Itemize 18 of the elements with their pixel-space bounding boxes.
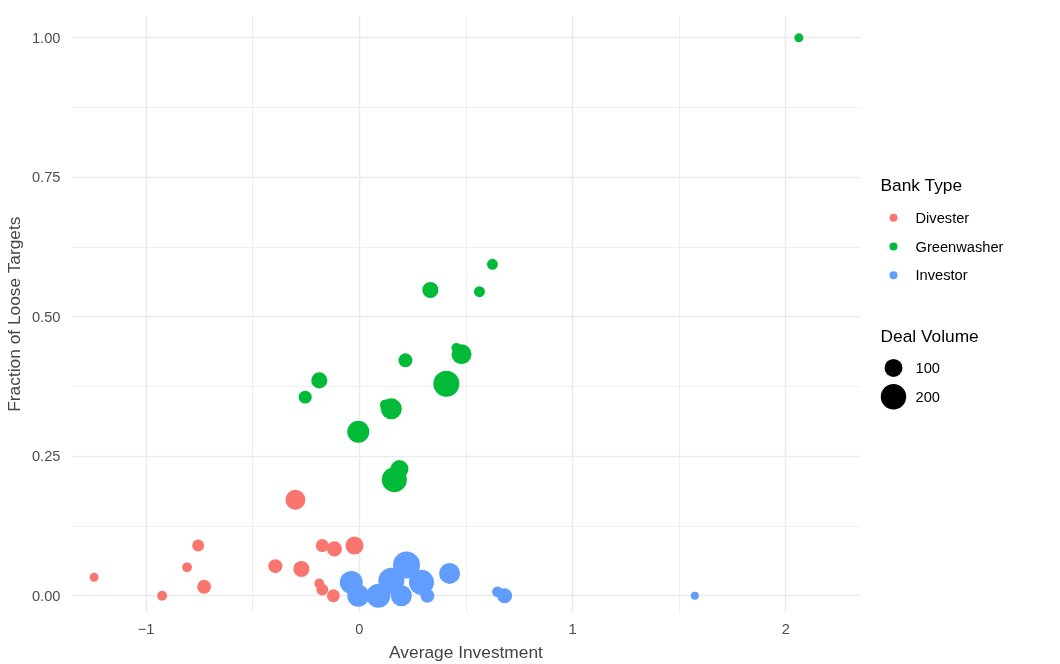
y-tick-label: 0.50 xyxy=(31,308,61,325)
x-tick-label: −1 xyxy=(137,620,155,637)
legend-label: 100 xyxy=(915,359,940,376)
x-axis-title: Average Investment xyxy=(389,641,544,662)
y-axis-title: Fraction of Loose Targets xyxy=(3,216,24,412)
x-tick-label: 1 xyxy=(568,620,577,637)
legend-label: Greenwasher xyxy=(915,238,1004,255)
y-tick-label: 0.75 xyxy=(31,169,61,186)
legend-label: Divester xyxy=(915,209,970,226)
x-tick-label: 0 xyxy=(355,620,364,637)
legend-label: 200 xyxy=(915,388,940,405)
y-tick-label: 0.25 xyxy=(31,448,61,465)
y-tick-label: 1.00 xyxy=(31,29,61,46)
legend-title: Bank Type xyxy=(880,174,963,195)
x-tick-label: 2 xyxy=(781,620,790,637)
legend-label: Investor xyxy=(915,267,968,284)
text: Deal Volume xyxy=(880,325,979,346)
y-tick-label: 0.00 xyxy=(31,587,61,604)
